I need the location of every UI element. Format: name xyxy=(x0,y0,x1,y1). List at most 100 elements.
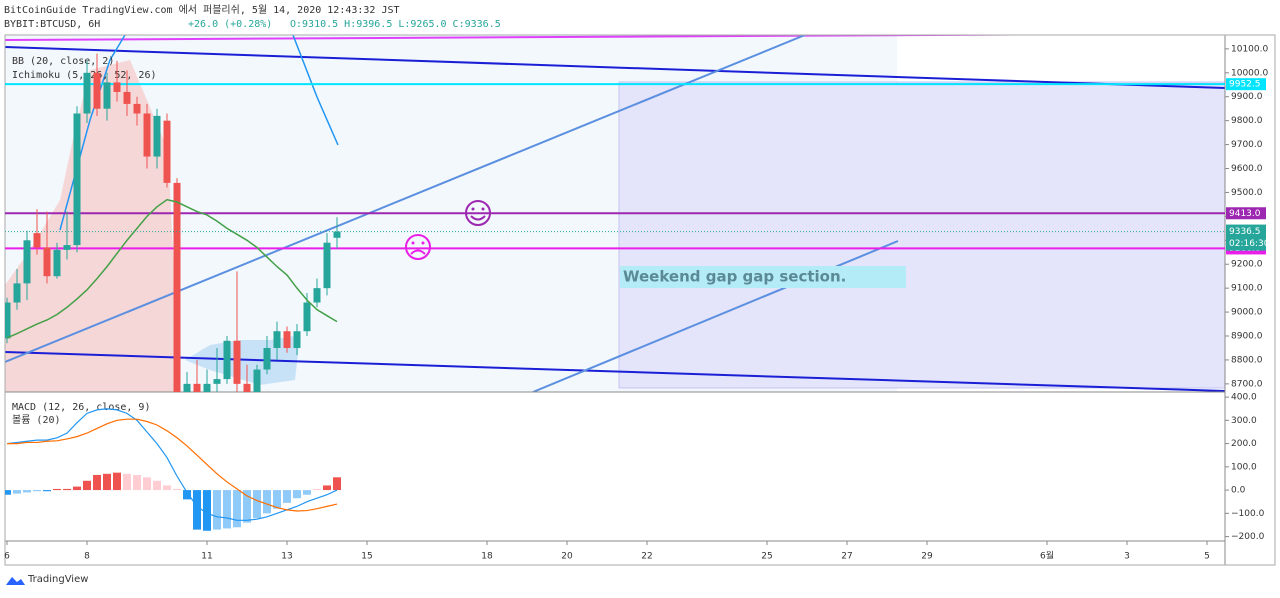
histogram-bar xyxy=(203,490,211,531)
candle-body xyxy=(243,383,251,392)
histogram-bar xyxy=(223,490,231,529)
histogram-bar xyxy=(313,488,321,491)
candle-body xyxy=(303,302,311,332)
candle-body xyxy=(263,347,271,370)
histogram-bar xyxy=(73,486,81,491)
histogram-bar xyxy=(143,477,151,491)
candle-body xyxy=(253,369,261,392)
x-tick-label: 29 xyxy=(921,552,933,562)
histogram-bar xyxy=(83,480,91,491)
histogram-bar xyxy=(273,490,281,509)
y-tick-label: −200.0 xyxy=(1231,532,1265,542)
y-tick-label: 9600.0 xyxy=(1231,164,1263,174)
y-tick-label: 0.0 xyxy=(1231,486,1246,496)
legend: 볼륨 (20) xyxy=(12,414,61,426)
legend: BB (20, close, 2) xyxy=(12,56,114,67)
histogram-bar xyxy=(123,473,131,491)
y-tick-label: 9200.0 xyxy=(1231,260,1263,270)
histogram-bar xyxy=(5,490,11,495)
y-tick-label: 9700.0 xyxy=(1231,140,1263,150)
candle-body xyxy=(53,249,61,277)
candle-body xyxy=(273,331,281,348)
candle-body xyxy=(63,245,71,250)
candle-body xyxy=(163,120,171,183)
y-tick-label: 9900.0 xyxy=(1231,92,1263,102)
y-tick-label: 100.0 xyxy=(1231,462,1257,472)
candle-body xyxy=(203,383,211,392)
x-tick-label: 6 xyxy=(4,552,10,562)
macd-pane xyxy=(5,408,341,531)
level-tag xyxy=(1226,207,1266,220)
y-tick-label: 9100.0 xyxy=(1231,284,1263,294)
histogram-bar xyxy=(103,473,111,491)
x-tick-label: 13 xyxy=(281,552,292,562)
candle-body xyxy=(83,72,91,114)
histogram-bar xyxy=(133,474,141,491)
histogram-bar xyxy=(113,472,121,491)
histogram-bar xyxy=(213,490,221,530)
candle-body xyxy=(323,242,331,289)
histogram-bar xyxy=(23,490,31,493)
histogram-bar xyxy=(53,488,61,491)
candle-body xyxy=(333,231,341,238)
macd-line xyxy=(7,418,338,512)
histogram-bar xyxy=(163,485,171,491)
histogram-bar xyxy=(153,480,161,491)
candle-body xyxy=(123,91,131,104)
candle-body xyxy=(183,383,191,392)
histogram-bar xyxy=(283,490,291,503)
price-pane xyxy=(5,53,1225,392)
level-label: 9952.5 xyxy=(1229,80,1261,90)
y-tick-label: 9800.0 xyxy=(1231,116,1263,126)
y-tick-label: 10100.0 xyxy=(1231,44,1268,54)
ohlc: O:9310.5 H:9396.5 L:9265.0 C:9336.5 xyxy=(290,19,501,30)
y-tick-label: 200.0 xyxy=(1231,439,1257,449)
level-label: 9413.0 xyxy=(1229,209,1261,219)
histogram-bar xyxy=(193,490,201,530)
candle-body xyxy=(283,331,291,348)
candle-body xyxy=(5,302,11,339)
histogram-bar xyxy=(173,488,181,491)
last-tag xyxy=(1226,224,1266,251)
y-tick-label: −100.0 xyxy=(1231,509,1265,519)
x-tick-label: 5 xyxy=(1204,552,1210,562)
histogram-bar xyxy=(43,490,51,492)
histogram-bar xyxy=(233,490,241,528)
histogram-bar xyxy=(13,490,21,494)
change: +26.0 (+0.28%) xyxy=(188,19,272,30)
y-tick-label: 400.0 xyxy=(1231,393,1257,403)
candle-body xyxy=(313,288,321,303)
candle-body xyxy=(173,182,181,392)
histogram-bar xyxy=(303,490,311,495)
annotation: Weekend gap gap section. xyxy=(623,268,846,286)
x-tick-label: 3 xyxy=(1124,552,1130,562)
y-tick-label: 8800.0 xyxy=(1231,355,1263,365)
candle-body xyxy=(103,82,111,109)
y-tick-label: 9500.0 xyxy=(1231,188,1263,198)
histogram-bar xyxy=(183,490,191,500)
level-tag xyxy=(1226,78,1266,91)
candle-body xyxy=(143,113,151,157)
x-tick-label: 22 xyxy=(641,552,652,562)
x-tick-label: 6월 xyxy=(1040,550,1054,562)
candle-body xyxy=(23,240,31,284)
histogram-bar xyxy=(33,490,41,492)
y-tick-label: 10000.0 xyxy=(1231,68,1268,78)
last-price: 9336.5 xyxy=(1229,227,1261,237)
candle-body xyxy=(193,383,201,392)
candle-body xyxy=(13,283,21,303)
y-tick-label: 300.0 xyxy=(1231,416,1257,426)
candle-body xyxy=(133,103,141,114)
candle-body xyxy=(73,113,81,246)
histogram-bar xyxy=(253,490,261,518)
candle-body xyxy=(33,233,41,248)
x-tick-label: 8 xyxy=(84,552,90,562)
x-tick-label: 11 xyxy=(201,552,212,562)
symbol: BYBIT:BTCUSD, 6H xyxy=(4,19,100,30)
macd-line xyxy=(6,408,338,521)
histogram-bar xyxy=(293,490,301,499)
x-tick-label: 18 xyxy=(481,552,493,562)
x-tick-label: 20 xyxy=(561,552,573,562)
candle-body xyxy=(93,72,101,109)
